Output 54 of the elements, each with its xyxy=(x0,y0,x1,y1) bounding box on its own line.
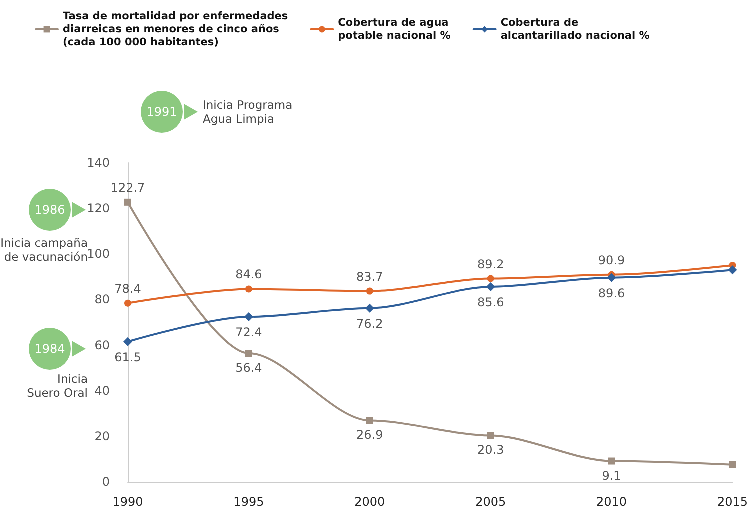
point xyxy=(124,300,132,307)
x-tick-label: 1990 xyxy=(112,495,144,509)
data-label: 122.7 xyxy=(110,180,146,195)
data-label: 76.2 xyxy=(356,316,384,331)
data-label: 89.2 xyxy=(477,257,504,272)
data-label: 9.1 xyxy=(602,468,622,483)
point xyxy=(728,266,738,275)
data-label: 26.9 xyxy=(356,428,384,442)
circle-badge: 1984 xyxy=(29,328,71,370)
x-tick-label: 2005 xyxy=(476,495,506,509)
x-tick-label: 2010 xyxy=(596,495,628,509)
y-tick-label: 100 xyxy=(87,247,110,262)
point xyxy=(124,337,132,346)
legend-label: Cobertura de alcantarillado nacional % xyxy=(500,17,650,42)
circle-badge: 1986 xyxy=(29,189,71,231)
point xyxy=(487,275,494,282)
data-label: 84.6 xyxy=(236,268,262,282)
y-tick-label: 140 xyxy=(87,156,110,170)
x-tick-label: 2000 xyxy=(354,495,386,509)
point xyxy=(245,350,252,357)
data-label: 85.6 xyxy=(477,295,504,310)
point xyxy=(486,282,496,292)
text: Inicia Programa Agua Limpia xyxy=(203,98,293,126)
point xyxy=(366,288,374,295)
point xyxy=(365,304,374,313)
point xyxy=(124,198,132,206)
x-tick-label: 2015 xyxy=(717,495,748,509)
y-tick-label: 0 xyxy=(102,475,110,489)
y-tick-label: 80 xyxy=(94,292,110,307)
point xyxy=(366,417,374,424)
data-label: 83.7 xyxy=(356,270,384,284)
text: Inicia campaña de vacunación xyxy=(0,236,88,264)
point xyxy=(244,312,254,322)
x-tick-label: 1995 xyxy=(234,495,264,509)
text: Inicia Suero Oral xyxy=(27,372,88,400)
y-tick-label: 60 xyxy=(94,338,110,352)
point xyxy=(607,273,616,282)
data-label: 20.3 xyxy=(477,443,504,458)
data-label: 89.6 xyxy=(598,286,626,300)
y-tick-label: 40 xyxy=(94,384,110,398)
y-tick-label: 20 xyxy=(94,429,110,444)
data-label: 72.4 xyxy=(236,326,262,340)
circle-badge: 1991 xyxy=(141,91,183,133)
data-label: 56.4 xyxy=(236,360,262,375)
data-label: 90.9 xyxy=(598,253,626,268)
data-label: 78.4 xyxy=(114,282,142,296)
point xyxy=(729,461,736,468)
legend-label: Tasa de mortalidad por enfermedades diarreicas en menores de cinco años (cada 100 000 habitantes) xyxy=(63,10,288,48)
legend-label: Cobertura de agua potable nacional % xyxy=(338,17,452,42)
data-label: 61.5 xyxy=(114,350,142,364)
point xyxy=(487,432,494,440)
point xyxy=(608,458,616,465)
y-tick-label: 120 xyxy=(87,202,110,216)
point xyxy=(245,286,252,293)
